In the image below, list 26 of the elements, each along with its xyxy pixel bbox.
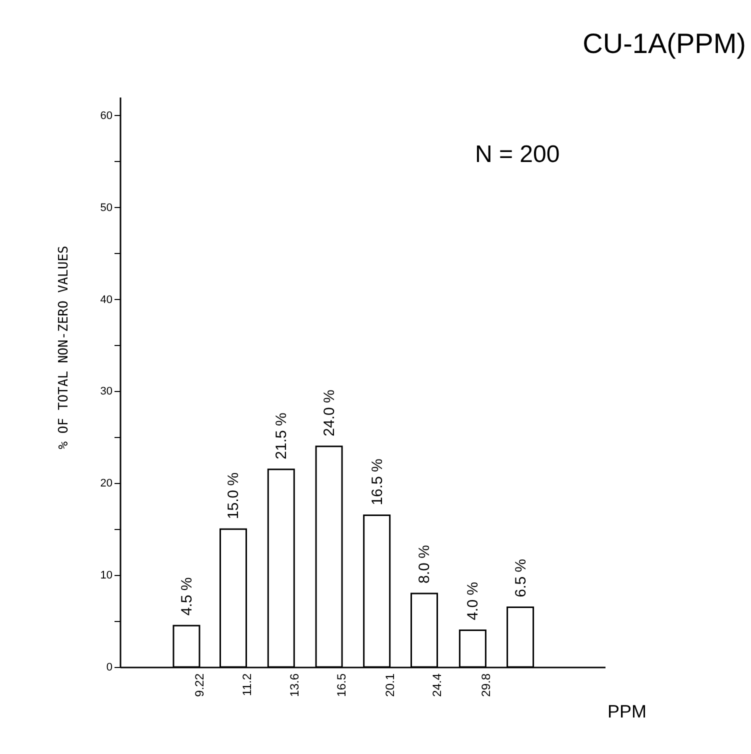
data-label: 21.5 % (273, 412, 290, 460)
data-label: 8.0 % (416, 545, 434, 584)
y-tick-label: 10 (100, 570, 112, 582)
y-tick-label: 50 (100, 202, 112, 214)
text: CU-1A(PPM) (582, 28, 746, 59)
x-tick-label: 20.1 (382, 673, 397, 697)
x-tick-label: 16.5 (334, 673, 349, 697)
data-label: 4.5 % (178, 577, 196, 616)
data-label: 4.0 % (464, 582, 482, 620)
y-tick-label: 40 (100, 294, 112, 306)
x-tick-label: 29.8 (478, 673, 493, 697)
data-label: 15.0 % (225, 472, 242, 520)
x-tick-label: 24.4 (430, 673, 444, 697)
y-tick-label: 0 (106, 662, 112, 674)
data-label: 16.5 % (368, 458, 386, 506)
y-axis-title: % OF TOTAL NON-ZERO VALUES (56, 246, 72, 450)
x-tick-label: 13.6 (288, 673, 302, 697)
data-label: 24.0 % (321, 390, 338, 436)
x-tick-label: 9.22 (192, 673, 207, 697)
x-tick-label: 11.2 (240, 673, 254, 696)
y-tick-label: 20 (100, 478, 112, 490)
data-label: 6.5 % (512, 558, 530, 598)
y-tick-label: 60 (100, 110, 112, 122)
x-axis-title: PPM (608, 702, 647, 722)
y-tick-label: 30 (100, 386, 112, 398)
annotation: N = 200 (475, 141, 560, 168)
